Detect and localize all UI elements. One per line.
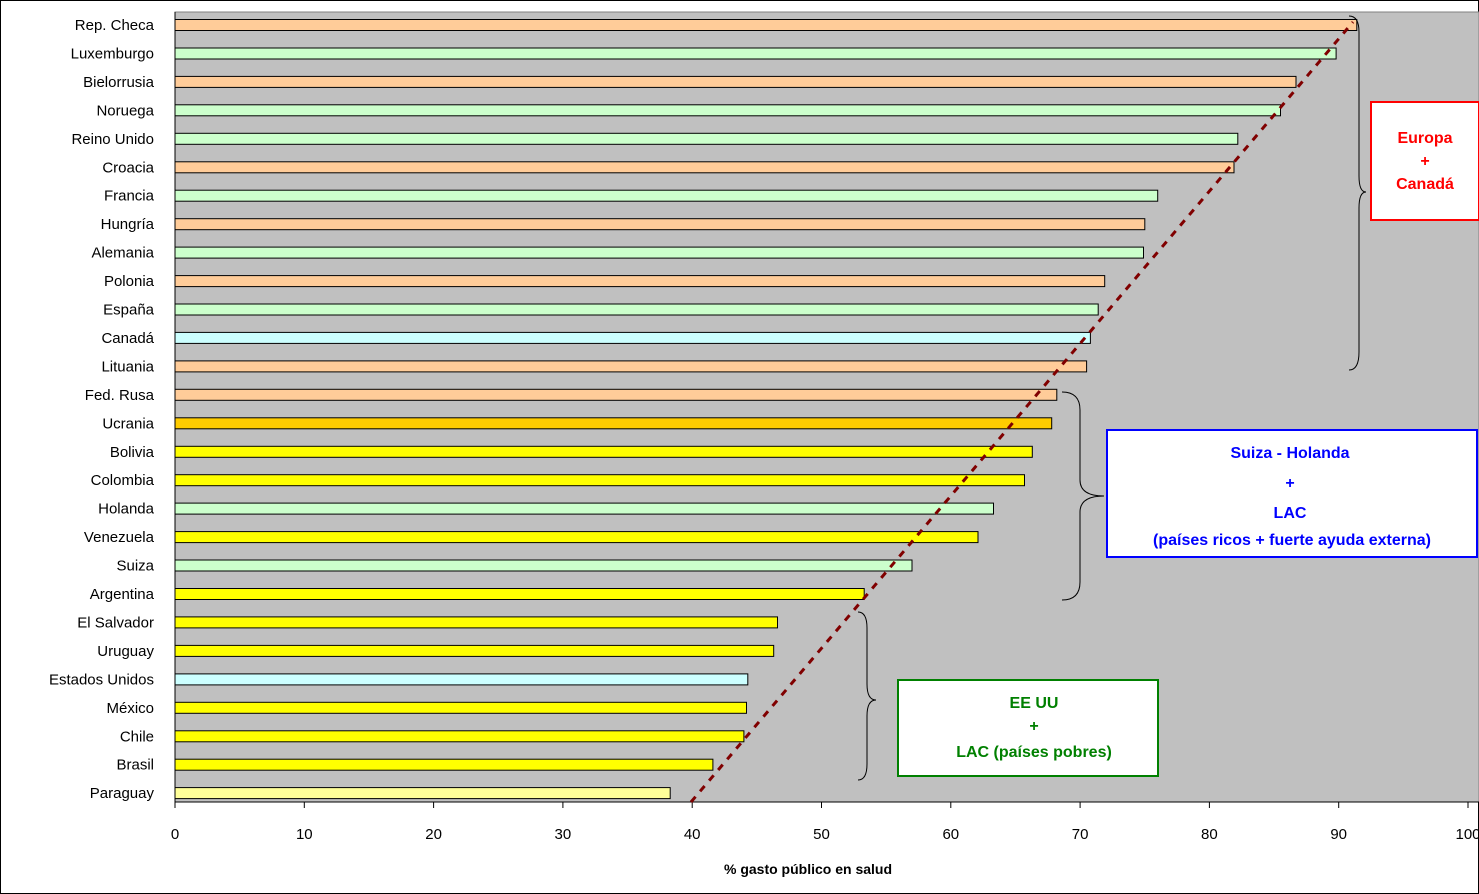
category-label-fed-rusa: Fed. Rusa [85, 387, 155, 404]
category-label-argentina: Argentina [90, 586, 155, 603]
category-label-canada: Canadá [101, 330, 154, 347]
category-labels: Rep. Checa Luxemburgo Bielorrusia Noruega Re… [49, 17, 155, 802]
bar-bielorrusia [174, 75, 1297, 88]
category-label-luxemburgo: Luxemburgo [71, 46, 154, 63]
bar-colombia [174, 474, 1025, 487]
bar-canada [174, 331, 1091, 344]
x-tick-labels: 0 10 20 30 40 50 60 70 80 90 100 [171, 802, 1479, 843]
category-label-rep-checa: Rep. Checa [75, 17, 155, 34]
bar-espana [174, 303, 1099, 316]
category-label-mexico: México [106, 700, 154, 717]
x-axis-title: % gasto público en salud [724, 861, 892, 877]
category-label-lituania: Lituania [101, 358, 154, 375]
category-label-noruega: Noruega [96, 102, 154, 119]
brace-eeuu [857, 611, 877, 781]
bar-estados-unidos [174, 673, 749, 686]
trend-line [689, 21, 1355, 803]
bars-layer [174, 19, 1358, 800]
brace-europa [1348, 15, 1367, 371]
x-tick-label-100: 100 [1455, 826, 1479, 843]
brace-suiza [1061, 391, 1105, 601]
bar-francia [174, 189, 1159, 202]
category-label-ucrania: Ucrania [102, 415, 154, 432]
category-label-bielorrusia: Bielorrusia [83, 74, 155, 91]
annotation-europa: Europa + Canadá [1370, 101, 1479, 221]
x-tick-label-30: 30 [555, 826, 572, 843]
annotation-suiza-line-1: Suiza - Holanda [1230, 445, 1349, 462]
category-label-suiza: Suiza [116, 558, 154, 575]
annotation-eeuu-line-1: EE UU [1010, 695, 1059, 712]
category-label-chile: Chile [120, 728, 154, 745]
bar-croacia [174, 161, 1235, 174]
annotation-eeuu-line-3: LAC (países pobres) [956, 744, 1112, 761]
category-label-estados-unidos: Estados Unidos [49, 671, 154, 688]
x-axis [174, 12, 1479, 803]
annotation-eeuu-line-2: + [1029, 718, 1038, 735]
bar-suiza [174, 559, 913, 572]
category-label-uruguay: Uruguay [97, 643, 154, 660]
annotation-suiza: Suiza - Holanda + LAC (países ricos + fu… [1106, 429, 1478, 558]
bar-fed-rusa [174, 388, 1058, 401]
x-tick-label-10: 10 [296, 826, 313, 843]
category-label-colombia: Colombia [91, 472, 155, 489]
x-tick-label-40: 40 [684, 826, 701, 843]
bar-paraguay [174, 787, 671, 800]
annotation-suiza-line-2: + [1285, 475, 1294, 492]
bar-brasil [174, 758, 714, 771]
category-label-bolivia: Bolivia [110, 444, 155, 461]
bar-uruguay [174, 644, 775, 657]
x-tick-label-90: 90 [1330, 826, 1347, 843]
bar-chile [174, 730, 745, 743]
category-label-francia: Francia [104, 188, 155, 205]
x-tick-label-70: 70 [1072, 826, 1089, 843]
bar-alemania [174, 246, 1144, 259]
bar-bolivia [174, 445, 1033, 458]
annotation-suiza-line-4: (países ricos + fuerte ayuda externa) [1153, 532, 1431, 549]
category-label-polonia: Polonia [104, 273, 155, 290]
bar-rep-checa [174, 19, 1358, 31]
bar-mexico [174, 701, 747, 714]
annotation-eeuu-box [897, 679, 1159, 777]
bar-hungria [174, 218, 1146, 231]
category-label-reino-unido: Reino Unido [71, 131, 154, 148]
bar-noruega [174, 104, 1281, 117]
x-tick-label-50: 50 [813, 826, 830, 843]
bar-luxemburgo [174, 47, 1337, 60]
annotation-europa-box [1370, 101, 1479, 221]
x-tick-label-0: 0 [171, 826, 179, 843]
annotation-europa-line-1: Europa [1397, 130, 1452, 147]
bar-holanda [174, 502, 994, 515]
bar-el-salvador [174, 616, 778, 629]
category-label-brasil: Brasil [116, 757, 154, 774]
annotation-europa-line-2: + [1420, 153, 1429, 170]
category-label-holanda: Holanda [98, 501, 155, 518]
annotation-suiza-box [1106, 429, 1478, 558]
category-label-paraguay: Paraguay [90, 785, 155, 802]
x-tick-label-60: 60 [942, 826, 959, 843]
bar-ucrania [174, 417, 1053, 430]
category-label-espana: España [103, 302, 155, 319]
category-label-hungria: Hungría [101, 216, 155, 233]
bar-reino-unido [174, 132, 1239, 145]
x-tick-label-20: 20 [425, 826, 442, 843]
annotation-europa-line-3: Canadá [1396, 176, 1454, 193]
annotation-suiza-line-3: LAC [1274, 505, 1307, 522]
x-tick-label-80: 80 [1201, 826, 1218, 843]
annotation-eeuu: EE UU + LAC (países pobres) [897, 679, 1159, 777]
bar-polonia [174, 275, 1106, 288]
category-label-el-salvador: El Salvador [77, 614, 154, 631]
bar-lituania [174, 360, 1088, 373]
category-label-venezuela: Venezuela [84, 529, 155, 546]
bar-venezuela [174, 531, 979, 544]
bar-argentina [174, 588, 865, 600]
category-label-croacia: Croacia [102, 159, 154, 176]
category-label-alemania: Alemania [91, 245, 154, 262]
